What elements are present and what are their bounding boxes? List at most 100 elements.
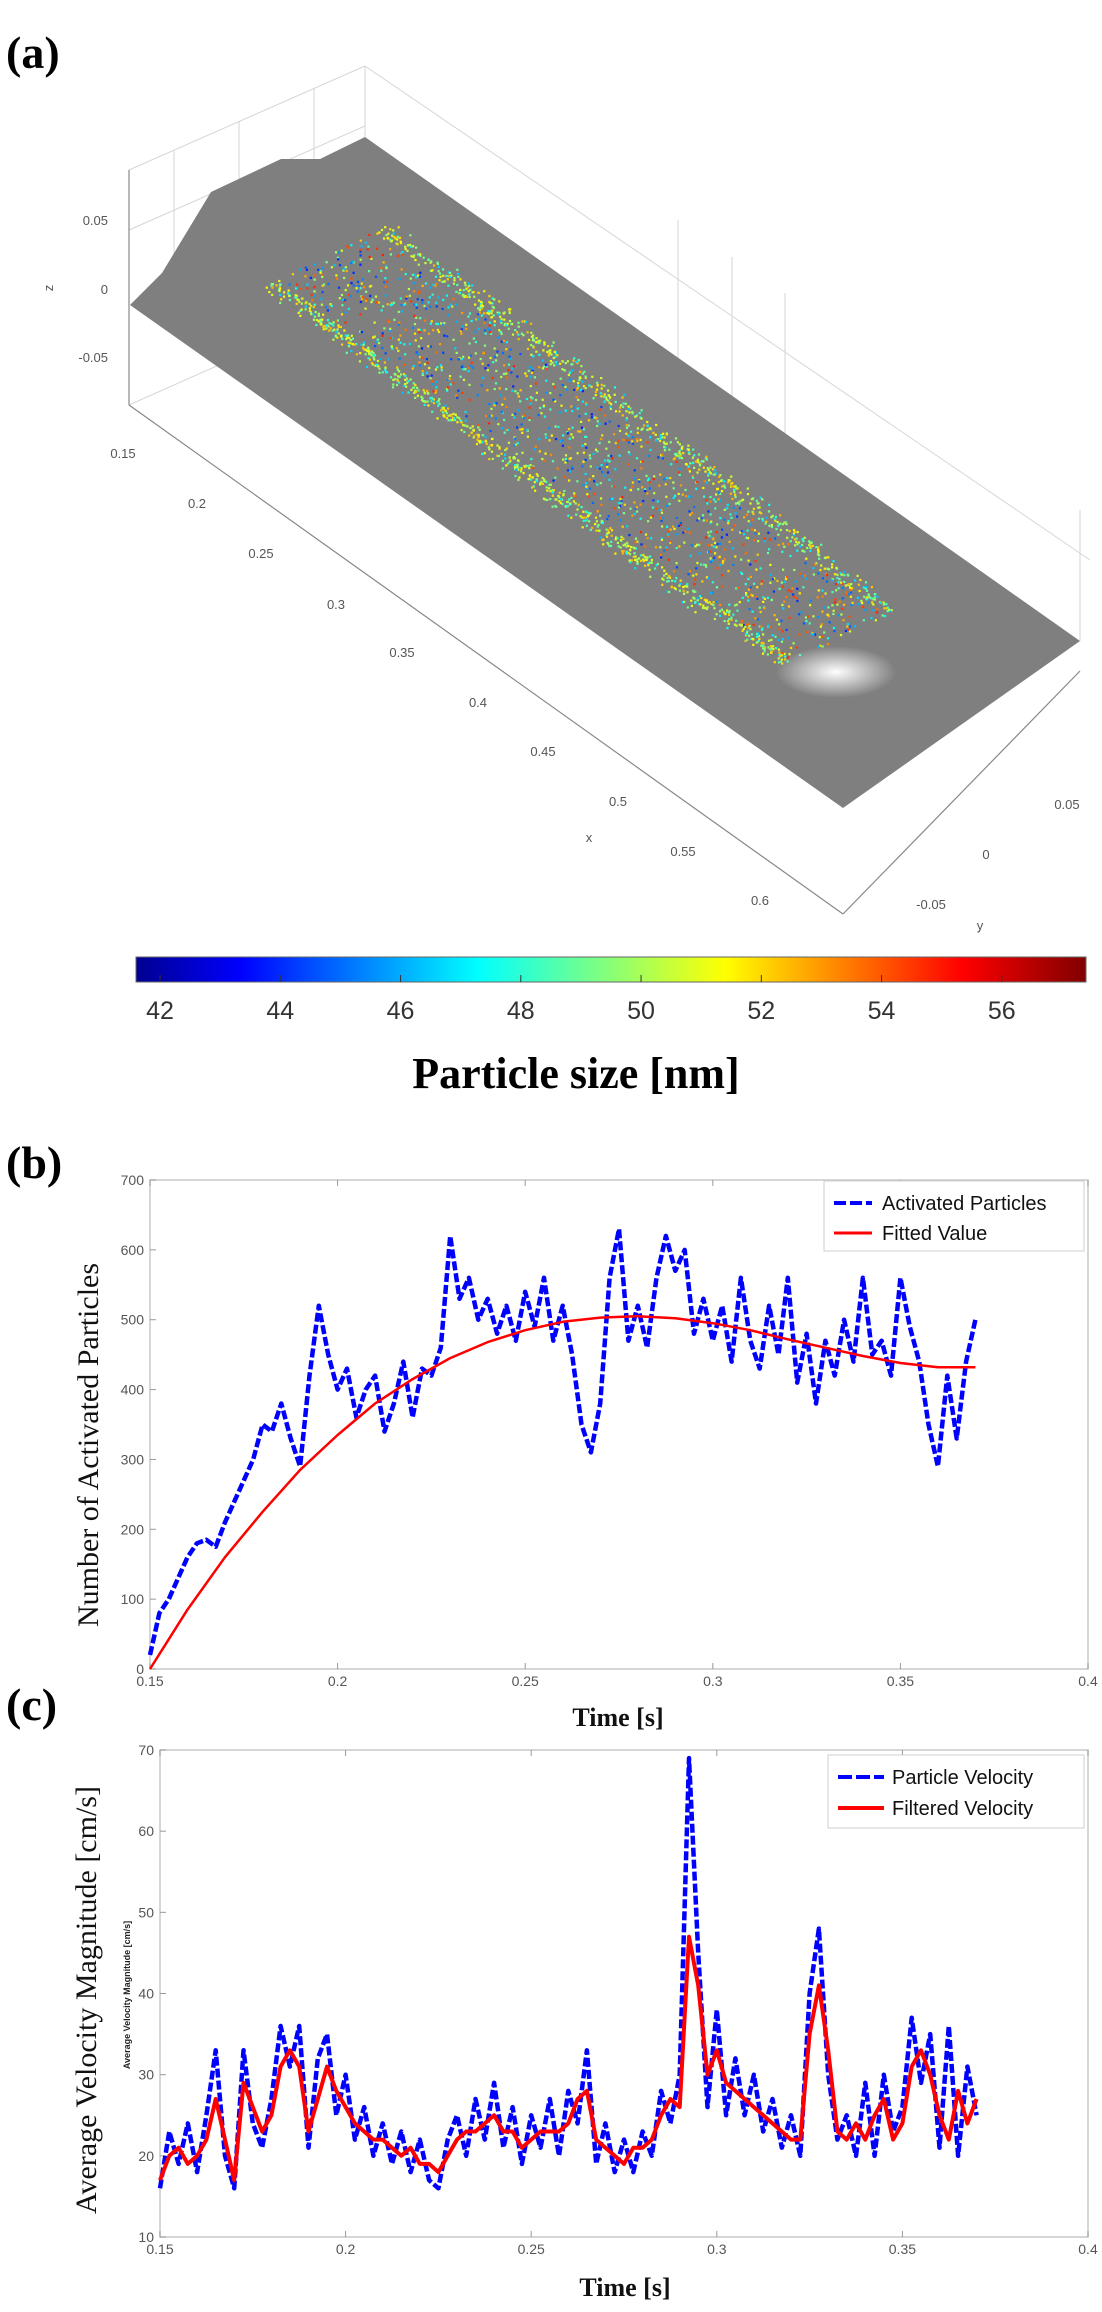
particle-point — [590, 416, 593, 419]
particle-point — [599, 482, 602, 485]
particle-point — [488, 422, 491, 425]
particle-point — [699, 542, 702, 545]
particle-point — [529, 322, 533, 325]
particle-point — [716, 523, 719, 526]
particle-point — [517, 321, 520, 324]
particle-point — [616, 541, 619, 544]
particle-point — [346, 336, 349, 339]
particle-point — [584, 402, 588, 405]
particle-point — [682, 586, 685, 589]
x-tick-label: 0.55 — [670, 844, 695, 859]
particle-point — [740, 620, 743, 623]
particle-point — [596, 420, 599, 423]
particle-point — [698, 595, 702, 598]
particle-point — [649, 516, 653, 519]
particle-point — [521, 428, 524, 431]
particle-point — [600, 519, 603, 522]
particle-point — [740, 530, 743, 533]
particle-point — [622, 402, 625, 405]
particle-point — [437, 270, 440, 273]
particle-point — [743, 516, 746, 519]
particle-point — [870, 597, 873, 600]
particle-point — [564, 362, 567, 365]
particle-point — [704, 470, 707, 473]
particle-point — [365, 298, 368, 301]
particle-point — [650, 537, 653, 540]
particle-point — [601, 538, 604, 542]
particle-point — [819, 625, 822, 628]
particle-point — [835, 583, 838, 586]
particle-point — [746, 529, 749, 532]
particle-point — [740, 624, 743, 627]
particle-point — [776, 579, 779, 583]
particle-point — [728, 479, 731, 482]
particle-point — [300, 302, 303, 305]
particle-point — [635, 510, 639, 513]
particle-point — [777, 533, 780, 536]
plot-area-c — [159, 1749, 1089, 2238]
particle-point — [335, 251, 338, 254]
particle-point — [477, 440, 480, 443]
particle-point — [498, 446, 501, 449]
particle-point — [608, 544, 611, 548]
particle-point — [491, 305, 494, 308]
particle-point — [330, 304, 333, 308]
particle-point — [689, 462, 692, 465]
particle-point — [584, 387, 587, 390]
particle-point — [270, 283, 273, 286]
particle-point — [865, 589, 869, 592]
particle-point — [760, 580, 763, 583]
particle-point — [646, 556, 649, 559]
particle-point — [747, 520, 750, 523]
particle-point — [606, 532, 609, 535]
particle-point — [538, 450, 541, 453]
particle-point — [679, 453, 682, 456]
particle-point — [813, 633, 817, 636]
particle-point — [378, 371, 381, 374]
particle-point — [386, 237, 389, 240]
particle-point — [707, 531, 710, 534]
particle-point — [744, 552, 747, 555]
particle-point — [831, 566, 834, 569]
particle-point — [681, 493, 684, 496]
particle-point — [720, 608, 723, 611]
particle-point — [478, 308, 481, 311]
particle-point — [373, 358, 376, 361]
particle-point — [568, 437, 571, 440]
particle-point — [757, 517, 761, 520]
particle-point — [634, 555, 637, 558]
particle-point — [561, 368, 564, 371]
particle-point — [818, 636, 821, 639]
particle-point — [530, 353, 533, 356]
particle-point — [340, 293, 344, 297]
particle-point — [628, 553, 632, 556]
particle-point — [663, 569, 666, 572]
particle-point — [751, 510, 754, 513]
particle-point — [636, 437, 639, 441]
particle-point — [480, 304, 483, 307]
particle-point — [696, 599, 699, 602]
particle-point — [451, 413, 454, 416]
particle-point — [769, 573, 772, 577]
particle-point — [849, 630, 852, 633]
particle-point — [700, 563, 703, 566]
particle-point — [824, 556, 827, 559]
particle-point — [600, 464, 603, 467]
particle-point — [703, 563, 706, 566]
particle-point — [850, 583, 853, 586]
particle-point — [384, 294, 387, 297]
particle-point — [534, 489, 537, 492]
particle-point — [724, 613, 727, 616]
particle-point — [431, 399, 434, 402]
particle-point — [577, 358, 580, 362]
particle-point — [423, 363, 427, 366]
particle-point — [532, 465, 535, 468]
particle-point — [808, 622, 811, 625]
particle-point — [883, 602, 886, 605]
particle-point — [757, 540, 760, 543]
particle-point — [729, 492, 732, 495]
particle-point — [434, 391, 437, 394]
particle-point — [738, 623, 741, 626]
particle-point — [491, 457, 494, 460]
particle-point — [672, 487, 675, 490]
